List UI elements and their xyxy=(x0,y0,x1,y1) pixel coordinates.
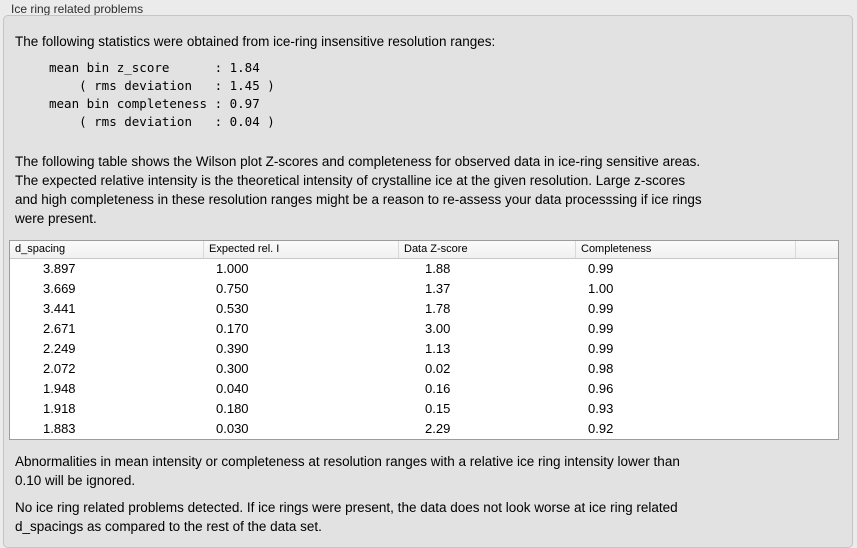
table-cell: 0.15 xyxy=(425,401,451,416)
table-row[interactable]: 2.671 0.170 3.00 0.99 xyxy=(10,319,838,339)
table-cell: 0.040 xyxy=(216,381,249,396)
ice-ring-panel: The following statistics were obtained f… xyxy=(3,15,853,548)
table-cell xyxy=(795,419,838,439)
table-cell xyxy=(795,359,838,379)
table-cell: 1.78 xyxy=(425,301,451,316)
conclusion-text: No ice ring related problems detected. I… xyxy=(15,500,678,534)
table-cell: 0.030 xyxy=(216,421,249,436)
table-cell: 0.99 xyxy=(588,301,614,316)
table-cell: 0.300 xyxy=(216,361,249,376)
table-cell: 3.00 xyxy=(425,321,451,336)
table-row[interactable]: 1.918 0.180 0.15 0.93 xyxy=(10,399,838,419)
section-title: Ice ring related problems xyxy=(11,2,144,16)
table-cell xyxy=(795,339,838,359)
table-cell: 0.99 xyxy=(588,261,614,276)
table-cell: 0.98 xyxy=(588,361,614,376)
column-header-d-spacing[interactable]: d_spacing xyxy=(15,243,66,255)
column-header-empty[interactable] xyxy=(795,241,838,258)
table-cell: 0.02 xyxy=(425,361,451,376)
table-cell: 0.750 xyxy=(216,281,249,296)
ice-ring-table: d_spacing Expected rel. I Data Z-score C… xyxy=(9,240,839,440)
table-cell: 1.37 xyxy=(425,281,451,296)
table-cell: 0.170 xyxy=(216,321,249,336)
stats-text: mean bin z_score : 1.84 ( rms deviation … xyxy=(49,60,275,129)
table-cell: 2.249 xyxy=(43,341,76,356)
table-cell xyxy=(795,259,838,279)
table-cell: 2.29 xyxy=(425,421,451,436)
table-cell: 0.96 xyxy=(588,381,614,396)
table-cell xyxy=(795,299,838,319)
table-cell: 0.93 xyxy=(588,401,614,416)
table-cell: 1.948 xyxy=(43,381,76,396)
column-header-data-z-score[interactable]: Data Z-score xyxy=(398,241,575,258)
table-row[interactable]: 3.897 1.000 1.88 0.99 xyxy=(10,259,838,279)
table-cell xyxy=(795,399,838,419)
table-cell: 2.072 xyxy=(43,361,76,376)
table-cell xyxy=(795,379,838,399)
table-row[interactable]: 2.072 0.300 0.02 0.98 xyxy=(10,359,838,379)
table-cell: 1.883 xyxy=(43,421,76,436)
table-body: 3.897 1.000 1.88 0.99 3.669 0.750 1.37 1.00 3.44… xyxy=(10,259,838,439)
table-intro-text: The following table shows the Wilson plo… xyxy=(15,154,702,226)
table-cell: 1.918 xyxy=(43,401,76,416)
table-row[interactable]: 1.948 0.040 0.16 0.96 xyxy=(10,379,838,399)
table-cell: 3.669 xyxy=(43,281,76,296)
table-cell: 1.13 xyxy=(425,341,451,356)
table-cell xyxy=(795,319,838,339)
table-cell: 2.671 xyxy=(43,321,76,336)
ignore-note-text: Abnormalities in mean intensity or compl… xyxy=(15,454,680,488)
table-row[interactable]: 2.249 0.390 1.13 0.99 xyxy=(10,339,838,359)
table-cell: 3.441 xyxy=(43,301,76,316)
table-row[interactable]: 1.883 0.030 2.29 0.92 xyxy=(10,419,838,439)
table-cell xyxy=(795,279,838,299)
intro-text: The following statistics were obtained f… xyxy=(15,34,496,49)
table-cell: 1.000 xyxy=(216,261,249,276)
table-cell: 1.00 xyxy=(588,281,614,296)
table-cell: 1.88 xyxy=(425,261,451,276)
column-header-completeness[interactable]: Completeness xyxy=(575,241,795,258)
table-cell: 0.180 xyxy=(216,401,249,416)
table-cell: 0.99 xyxy=(588,321,614,336)
table-cell: 0.99 xyxy=(588,341,614,356)
table-cell: 0.92 xyxy=(588,421,614,436)
table-cell: 0.16 xyxy=(425,381,451,396)
table-row[interactable]: 3.669 0.750 1.37 1.00 xyxy=(10,279,838,299)
table-header-row: d_spacing Expected rel. I Data Z-score C… xyxy=(10,241,838,259)
table-row[interactable]: 3.441 0.530 1.78 0.99 xyxy=(10,299,838,319)
column-header-expected-rel-i[interactable]: Expected rel. I xyxy=(203,241,398,258)
table-cell: 3.897 xyxy=(43,261,76,276)
table-cell: 0.390 xyxy=(216,341,249,356)
table-cell: 0.530 xyxy=(216,301,249,316)
